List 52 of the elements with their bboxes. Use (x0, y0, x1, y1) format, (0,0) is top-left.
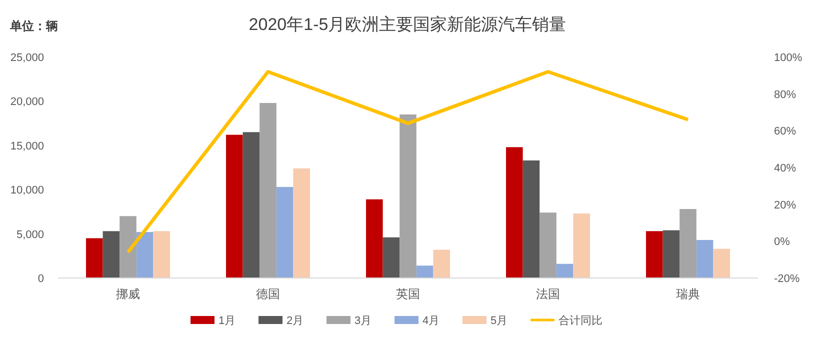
bar (86, 238, 103, 278)
bar (573, 213, 590, 278)
bar (662, 230, 680, 278)
bar (646, 231, 663, 278)
y2-tick-label: 100% (774, 52, 802, 64)
bar (680, 209, 696, 278)
x-tick-label: 德国 (256, 287, 280, 301)
y-tick-label: 15,000 (10, 140, 44, 152)
chart-title: 2020年1-5月欧洲主要国家新能源汽车销量 (248, 15, 566, 34)
bar (226, 134, 243, 278)
bar (433, 250, 450, 278)
legend-label: 5月 (490, 315, 508, 327)
y2-tick-label: 0% (774, 236, 790, 248)
y2-tick-label: 40% (774, 162, 796, 174)
x-tick-label: 英国 (396, 287, 420, 301)
bar (153, 231, 170, 278)
y2-tick-label: -20% (774, 273, 800, 285)
bar (556, 264, 574, 278)
legend-label: 4月 (422, 315, 440, 327)
bar (382, 237, 400, 278)
bar (713, 248, 730, 278)
text: 单位：辆 (9, 19, 58, 33)
bar (540, 212, 556, 278)
x-tick-label: 挪威 (116, 287, 140, 301)
y2-tick-label: 80% (774, 88, 796, 101)
y-tick-label: 25,000 (10, 52, 44, 64)
bar (120, 216, 136, 278)
legend-label: 3月 (354, 315, 372, 327)
bar (260, 102, 276, 278)
bar (400, 114, 416, 278)
bar (102, 231, 120, 278)
legend-label: 1月 (218, 315, 236, 327)
y-tick-label: 0 (38, 273, 44, 285)
x-tick-label: 瑞典 (676, 287, 700, 301)
bar (276, 186, 294, 278)
line-series (126, 70, 690, 254)
bar (366, 199, 383, 278)
y2-tick-label: 20% (774, 199, 796, 212)
bar (242, 132, 260, 278)
bar (522, 160, 540, 278)
legend-label: 合计同比 (558, 314, 602, 327)
bar (136, 232, 154, 278)
y-tick-label: 10,000 (10, 184, 44, 197)
bar (416, 266, 434, 278)
bar (696, 240, 714, 278)
bar (506, 147, 523, 278)
legend-label: 2月 (286, 315, 304, 327)
bar (293, 168, 310, 278)
y-tick-label: 5,000 (16, 228, 44, 241)
x-tick-label: 法国 (536, 287, 560, 301)
y-tick-label: 20,000 (10, 96, 44, 108)
y2-tick-label: 60% (774, 126, 796, 138)
